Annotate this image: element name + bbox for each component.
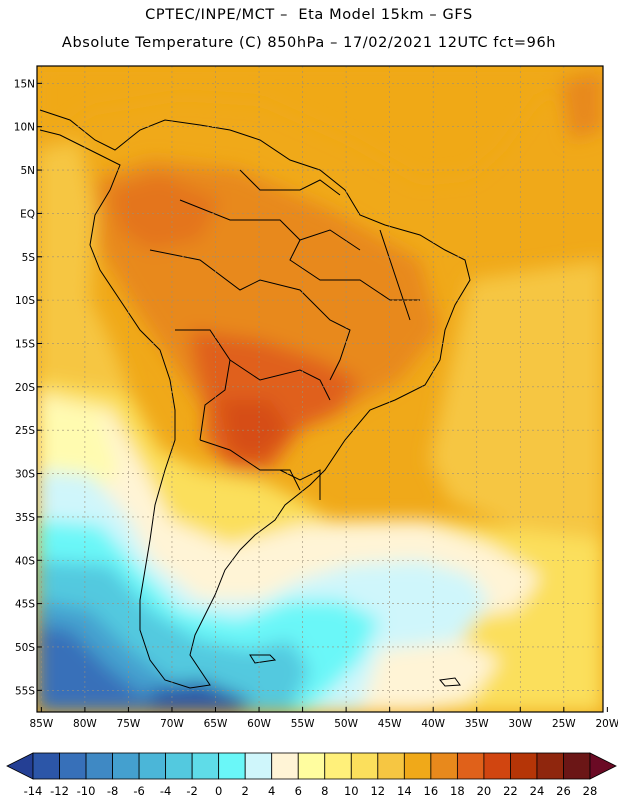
colorbar-label: -8 xyxy=(107,784,118,798)
lat-tick-label: 35S xyxy=(15,512,35,524)
longitude-axis: 85W 80W 75W 70W 65W 60W 55W 50W 45W 40W 35W 30W 25W 2… xyxy=(29,707,618,730)
graticule xyxy=(37,66,603,712)
colorbar-label: 12 xyxy=(370,784,385,798)
temperature-field xyxy=(37,66,603,712)
colorbar-swatch xyxy=(138,752,167,780)
lon-tick-label: 70W xyxy=(160,718,184,730)
colorbar-swatch xyxy=(218,752,246,780)
lat-tick-label: EQ xyxy=(20,208,35,220)
colorbar-swatch xyxy=(430,752,458,780)
colorbar-label: 22 xyxy=(503,784,518,798)
colorbar-label: -4 xyxy=(160,784,171,798)
colorbar-swatch xyxy=(59,752,87,780)
colorbar-high-arrow xyxy=(589,752,617,780)
colorbar-swatch xyxy=(85,752,113,780)
map-frame xyxy=(36,65,604,713)
lon-tick-label: 45W xyxy=(378,718,402,730)
lon-tick-label: 40W xyxy=(421,718,445,730)
colorbar-label: 24 xyxy=(530,784,545,798)
lon-tick-label: 85W xyxy=(29,718,53,730)
colorbar-label: -10 xyxy=(77,784,96,798)
lat-tick-label: 5N xyxy=(20,165,35,177)
lat-tick-label: 40S xyxy=(15,555,35,567)
colorbar-label: 14 xyxy=(397,784,412,798)
colorbar-label: -12 xyxy=(50,784,69,798)
colorbar-label: 2 xyxy=(242,784,249,798)
chart-title-line2: Absolute Temperature (C) 850hPa – 17/02/… xyxy=(61,35,557,51)
lon-tick-label: 65W xyxy=(204,718,228,730)
colorbar-swatch xyxy=(456,752,485,780)
colorbar-swatch xyxy=(297,752,326,780)
colorbar-label: -2 xyxy=(186,784,197,798)
lat-tick-label: 15S xyxy=(15,338,35,350)
lat-tick-label: 30S xyxy=(15,469,35,481)
colorbar-label: 8 xyxy=(321,784,328,798)
colorbar: -14 -12 -10 -8 -6 -4 -2 0 2 4 6 8 10 12 14 16 18 20 22 24 26… xyxy=(6,752,617,798)
colorbar-swatch xyxy=(324,752,352,780)
colorbar-swatch xyxy=(165,752,193,780)
lat-tick-label: 10N xyxy=(14,122,35,134)
lon-tick-label: 20W xyxy=(595,718,618,730)
lat-tick-label: 10S xyxy=(15,295,35,307)
lon-tick-label: 35W xyxy=(465,718,489,730)
lat-tick-label: 55S xyxy=(15,685,35,697)
lat-tick-label: 5S xyxy=(22,252,36,264)
colorbar-swatch xyxy=(32,752,60,780)
colorbar-swatch xyxy=(563,752,591,780)
colorbar-swatch xyxy=(112,752,140,780)
lon-tick-label: 80W xyxy=(73,718,97,730)
colorbar-label: 28 xyxy=(583,784,598,798)
colorbar-label: 4 xyxy=(268,784,275,798)
latitude-axis: 15N 10N 5N EQ 5S 10S 15S 20S 25S 30S 35S 40S 45S 50S 5… xyxy=(14,78,42,697)
lon-tick-label: 50W xyxy=(334,718,358,730)
lon-tick-label: 30W xyxy=(508,718,532,730)
lon-tick-label: 75W xyxy=(117,718,141,730)
colorbar-swatch xyxy=(271,752,299,780)
colorbar-label: -6 xyxy=(133,784,144,798)
colorbar-swatch xyxy=(244,752,273,780)
colorbar-label: 6 xyxy=(295,784,302,798)
colorbar-label: 16 xyxy=(424,784,439,798)
colorbar-low-arrow xyxy=(6,752,34,780)
lon-tick-label: 55W xyxy=(291,718,315,730)
colorbar-label: 26 xyxy=(556,784,571,798)
colorbar-label: 18 xyxy=(450,784,465,798)
lon-tick-label: 60W xyxy=(247,718,271,730)
colorbar-swatch xyxy=(536,752,564,780)
colorbar-label: 20 xyxy=(477,784,492,798)
colorbar-swatch xyxy=(403,752,432,780)
lon-tick-label: 25W xyxy=(552,718,576,730)
chart-title-line1: CPTEC/INPE/MCT – Eta Model 15km – GFS xyxy=(145,7,473,23)
colorbar-swatch xyxy=(350,752,379,780)
colorbar-label: 0 xyxy=(215,784,222,798)
lat-tick-label: 50S xyxy=(15,642,35,654)
colorbar-swatch xyxy=(510,752,538,780)
lat-tick-label: 20S xyxy=(15,382,35,394)
lat-tick-label: 25S xyxy=(15,425,35,437)
colorbar-label: -14 xyxy=(24,784,43,798)
colorbar-swatch xyxy=(377,752,405,780)
colorbar-label: 10 xyxy=(344,784,359,798)
lat-tick-label: 15N xyxy=(14,78,35,90)
colorbar-swatch xyxy=(191,752,220,780)
colorbar-swatch xyxy=(483,752,511,780)
lat-tick-label: 45S xyxy=(15,599,35,611)
